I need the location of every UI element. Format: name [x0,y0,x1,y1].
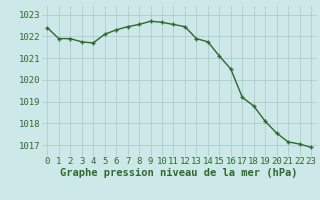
X-axis label: Graphe pression niveau de la mer (hPa): Graphe pression niveau de la mer (hPa) [60,168,298,178]
